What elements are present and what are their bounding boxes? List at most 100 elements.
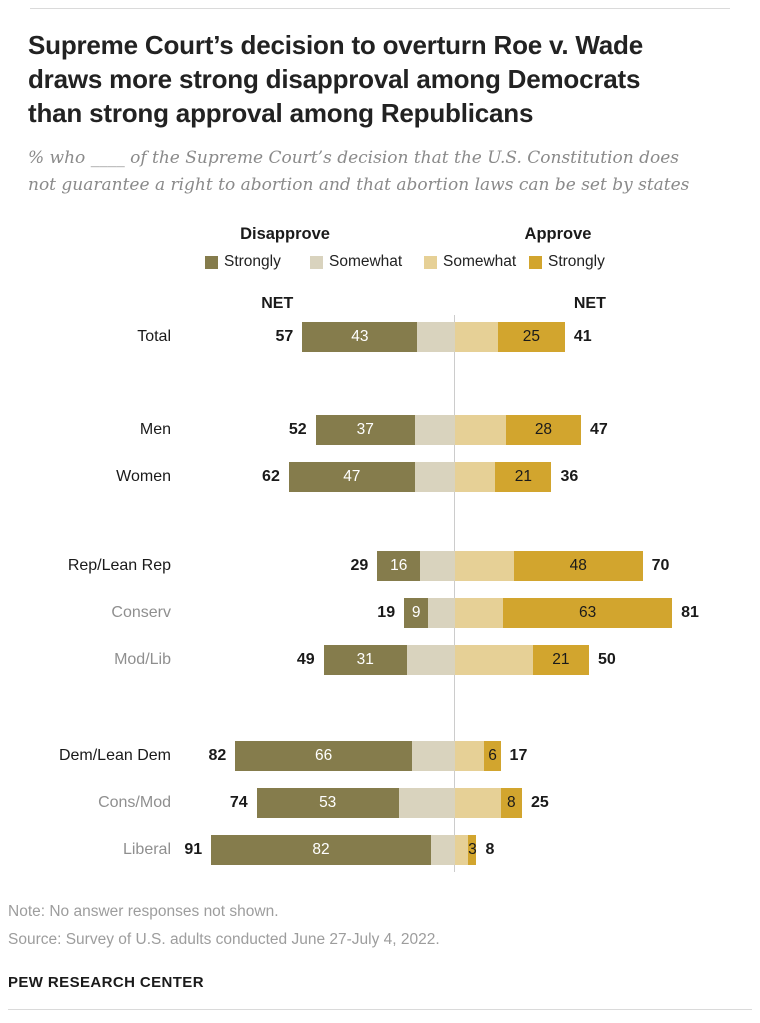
net-approve-value: 25 (531, 794, 549, 812)
net-disapprove-value: 74 (229, 794, 248, 812)
value-strongly-approve: 3 (468, 841, 477, 859)
value-strongly-disapprove: 16 (390, 557, 408, 575)
chart-area: NET NET Total 43 25 57 41 Men 37 28 52 47 Women 47 2… (0, 295, 760, 873)
segment-strongly-disapprove (377, 551, 421, 582)
chart-subtitle-line-1: % who ____ of the Supreme Court’s decisi… (28, 148, 679, 169)
value-strongly-disapprove: 9 (411, 604, 421, 622)
row-label: Mod/Lib (114, 651, 171, 669)
chart-row: Men 37 28 52 47 (140, 415, 732, 446)
net-disapprove-value: 57 (275, 328, 294, 346)
segment-strongly-approve (484, 741, 501, 772)
value-strongly-approve: 28 (534, 421, 553, 439)
row-label: Total (137, 328, 171, 346)
segment-strongly-approve (503, 598, 673, 629)
legend-item-label: Somewhat (443, 253, 517, 271)
segment-strongly-disapprove (256, 788, 399, 819)
segment-strongly-disapprove (323, 645, 407, 676)
row-label: Rep/Lean Rep (67, 557, 171, 575)
segment-strongly-disapprove (288, 462, 415, 493)
chart-title-line-3: than strong approval among Republicans (28, 97, 534, 128)
legend-item-somewhat_approve: Somewhat (424, 253, 516, 271)
net-approve-value: 8 (485, 841, 495, 859)
segment-somewhat-disapprove (414, 462, 455, 493)
value-strongly-disapprove: 66 (315, 747, 333, 765)
segment-strongly-disapprove (235, 741, 413, 772)
row-label: Men (139, 421, 171, 439)
chart-title-line-1: Supreme Court’s decision to overturn Roe… (28, 30, 643, 60)
brand-text: PEW RESEARCH CENTER (8, 974, 204, 992)
segment-somewhat-disapprove (420, 551, 455, 582)
row-label: Women (116, 468, 171, 486)
legend-item-strongly_approve: Strongly (529, 253, 605, 271)
segment-strongly-disapprove (302, 322, 418, 353)
net-disapprove-value: 29 (350, 557, 369, 575)
chart-title-line-2: draws more strong disapproval among Demo… (28, 63, 641, 94)
row-label: Cons/Mod (98, 794, 171, 812)
row-label: Liberal (122, 841, 171, 859)
segment-strongly-approve (495, 462, 552, 493)
segment-somewhat-approve (455, 598, 504, 629)
net-disapprove-value: 62 (262, 468, 280, 486)
value-strongly-disapprove: 47 (343, 468, 361, 486)
segment-somewhat-approve (455, 322, 498, 353)
value-strongly-disapprove: 82 (312, 841, 330, 859)
value-strongly-approve: 25 (522, 328, 540, 346)
value-strongly-disapprove: 37 (356, 421, 374, 439)
legend-swatch-somewhat_disapprove (310, 255, 323, 269)
net-approve-value: 70 (651, 557, 670, 575)
net-header-disapprove: NET (261, 295, 294, 313)
net-disapprove-value: 52 (288, 421, 307, 439)
segment-strongly-approve (468, 835, 477, 866)
value-strongly-approve: 8 (506, 794, 516, 812)
legend-swatch-strongly_disapprove (205, 255, 218, 269)
segment-strongly-approve (497, 322, 565, 353)
segment-somewhat-approve (455, 741, 485, 772)
chart-rows: Total 43 25 57 41 Men 37 28 52 47 Women 47 21 62 36 Rep… (59, 315, 732, 873)
value-strongly-approve: 63 (579, 604, 597, 622)
net-disapprove-value: 19 (377, 604, 396, 622)
segment-strongly-approve (500, 788, 522, 819)
chart-row: Mod/Lib 31 21 49 50 (114, 645, 732, 676)
chart-row: Cons/Mod 53 8 74 25 (98, 788, 732, 819)
net-disapprove-value: 49 (296, 651, 315, 669)
legend-item-somewhat_disapprove: Somewhat (310, 253, 402, 271)
row-label: Dem/Lean Dem (58, 747, 171, 765)
segment-somewhat-disapprove (398, 788, 455, 819)
net-approve-value: 17 (509, 747, 528, 765)
legend-item-label: Somewhat (329, 253, 403, 271)
net-header-row: NET NET (178, 295, 732, 317)
segment-strongly-approve (532, 645, 589, 676)
segment-somewhat-disapprove (414, 415, 455, 446)
chart-subtitle-line-2: not guarantee a right to abortion and th… (28, 174, 690, 195)
top-rule (30, 8, 730, 9)
net-approve-value: 47 (589, 421, 608, 439)
segment-strongly-disapprove (315, 415, 415, 446)
legend-swatch-somewhat_approve (424, 255, 437, 269)
chart-row: Liberal 82 3 91 8 (123, 835, 732, 866)
value-strongly-approve: 6 (488, 747, 497, 765)
chart-title: Supreme Court’s decision to overturn Roe… (28, 29, 732, 130)
value-strongly-approve: 48 (569, 557, 587, 575)
segment-strongly-approve (513, 551, 643, 582)
legend-approve-header: Approve (524, 225, 592, 244)
segment-somewhat-approve (455, 551, 514, 582)
net-approve-value: 41 (573, 328, 592, 346)
value-strongly-approve: 21 (514, 468, 532, 486)
row-label: Conserv (111, 604, 171, 622)
value-strongly-disapprove: 53 (319, 794, 337, 812)
segment-somewhat-disapprove (406, 645, 455, 676)
segment-somewhat-disapprove (430, 835, 455, 866)
segment-somewhat-disapprove (412, 741, 455, 772)
segment-somewhat-disapprove (428, 598, 455, 629)
legend-item-strongly_disapprove: Strongly (205, 253, 281, 271)
net-disapprove-value: 82 (208, 747, 227, 765)
chart-row: Dem/Lean Dem 66 6 82 17 (59, 741, 732, 772)
segment-strongly-disapprove (211, 835, 431, 866)
bottom-rule-1 (8, 1009, 752, 1011)
segment-somewhat-approve (455, 645, 533, 676)
net-approve-value: 81 (681, 604, 699, 622)
segment-somewhat-approve (455, 788, 501, 819)
net-approve-value: 50 (598, 651, 616, 669)
chart-row: Women 47 21 62 36 (116, 462, 732, 493)
